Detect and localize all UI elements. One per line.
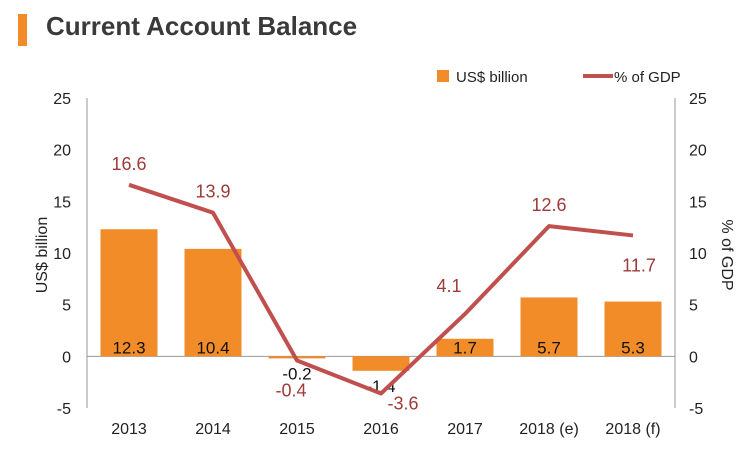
left-y-tick-label: 10 — [53, 246, 71, 263]
left-y-tick-label: 25 — [53, 91, 71, 108]
bar-data-label: 5.7 — [537, 338, 561, 357]
x-tick-label: 2017 — [447, 421, 483, 438]
right-y-tick-label: 20 — [689, 143, 707, 160]
right-y-tick-label: -5 — [689, 401, 703, 418]
legend-label-bar: US$ billion — [456, 69, 528, 86]
bar — [184, 248, 242, 357]
chart-title: Current Account Balance — [46, 11, 358, 41]
title-accent-bar — [18, 14, 27, 46]
bar — [436, 338, 494, 357]
right-y-tick-label: 5 — [689, 298, 698, 315]
right-y-tick-label: 25 — [689, 91, 707, 108]
x-tick-label: 2018 (e) — [519, 421, 579, 438]
x-tick-label: 2015 — [279, 421, 315, 438]
left-y-tick-label: 15 — [53, 194, 71, 211]
legend-swatch-bar — [437, 70, 449, 82]
left-y-tick-label: 5 — [62, 298, 71, 315]
gdp-line — [128, 182, 634, 396]
left-y-tick-label: 20 — [53, 143, 71, 160]
bar — [520, 297, 578, 357]
bar — [352, 356, 410, 371]
bar-data-label: -0.2 — [282, 364, 311, 383]
line-data-label: 13.9 — [195, 182, 230, 202]
x-tick-label: 2013 — [111, 421, 147, 438]
left-y-tick-label: -5 — [57, 401, 71, 418]
line-data-label: 4.1 — [436, 276, 461, 296]
right-y-tick-label: 0 — [689, 349, 698, 366]
x-tick-label: 2018 (f) — [605, 421, 660, 438]
bar — [604, 301, 662, 357]
bar-data-label: 10.4 — [196, 338, 229, 357]
bar-data-label: 12.3 — [112, 338, 145, 357]
x-tick-label: 2016 — [363, 421, 399, 438]
line-data-label: 12.6 — [531, 195, 566, 215]
right-y-tick-label: 10 — [689, 246, 707, 263]
legend-label-line: % of GDP — [614, 69, 681, 86]
left-y-tick-label: 0 — [62, 349, 71, 366]
right-y-tick-label: 15 — [689, 194, 707, 211]
line-data-label: -3.6 — [387, 394, 418, 414]
line-data-label: 11.7 — [622, 255, 656, 275]
line-data-label: 16.6 — [111, 154, 146, 174]
bar-data-label: 5.3 — [621, 338, 645, 357]
line-data-label: -0.4 — [275, 380, 306, 400]
left-axis-title: US$ billion — [34, 217, 51, 293]
right-axis-title: % of GDP — [718, 219, 735, 290]
x-tick-label: 2014 — [195, 421, 231, 438]
bar-data-label: 1.7 — [453, 338, 477, 357]
bar — [100, 229, 158, 357]
